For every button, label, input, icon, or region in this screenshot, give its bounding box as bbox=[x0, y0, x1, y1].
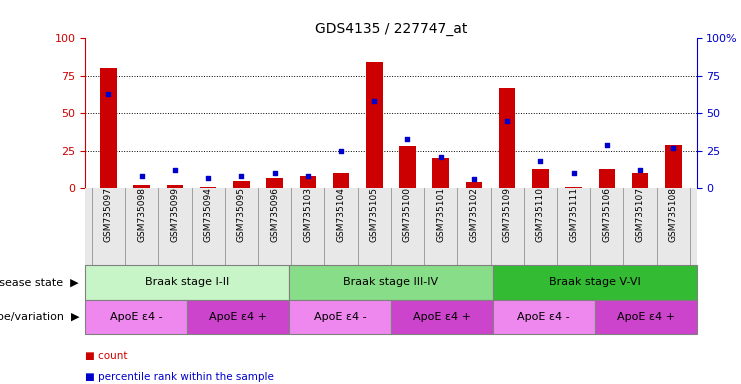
Text: ApoE ε4 +: ApoE ε4 + bbox=[413, 312, 471, 322]
Point bbox=[269, 170, 281, 176]
Bar bbox=[167, 185, 183, 188]
Bar bbox=[391, 300, 493, 334]
Point bbox=[601, 142, 613, 148]
Point bbox=[568, 170, 579, 176]
Bar bbox=[333, 173, 349, 188]
Bar bbox=[299, 176, 316, 188]
Point bbox=[668, 145, 679, 151]
Bar bbox=[399, 146, 416, 188]
Text: genotype/variation  ▶: genotype/variation ▶ bbox=[0, 312, 79, 322]
Text: ApoE ε4 -: ApoE ε4 - bbox=[517, 312, 570, 322]
Bar bbox=[187, 300, 289, 334]
Bar bbox=[366, 62, 382, 188]
Bar bbox=[289, 300, 391, 334]
Text: ApoE ε4 +: ApoE ε4 + bbox=[209, 312, 267, 322]
Text: disease state  ▶: disease state ▶ bbox=[0, 277, 79, 287]
Text: Braak stage I-II: Braak stage I-II bbox=[145, 277, 229, 287]
Bar bbox=[85, 300, 187, 334]
Bar bbox=[632, 173, 648, 188]
Text: Braak stage III-IV: Braak stage III-IV bbox=[343, 277, 439, 287]
Text: ■ percentile rank within the sample: ■ percentile rank within the sample bbox=[85, 372, 274, 382]
Bar bbox=[433, 158, 449, 188]
Text: Braak stage V-VI: Braak stage V-VI bbox=[549, 277, 640, 287]
Bar bbox=[266, 178, 283, 188]
Point bbox=[169, 167, 181, 173]
Text: ■ count: ■ count bbox=[85, 351, 127, 361]
Text: ApoE ε4 -: ApoE ε4 - bbox=[313, 312, 366, 322]
Bar bbox=[665, 145, 682, 188]
Point bbox=[236, 173, 247, 179]
Bar bbox=[233, 181, 250, 188]
Point bbox=[368, 98, 380, 104]
Point bbox=[501, 118, 513, 124]
Point bbox=[335, 148, 347, 154]
Bar bbox=[85, 265, 289, 300]
Bar bbox=[599, 169, 615, 188]
Bar bbox=[289, 265, 493, 300]
Text: ApoE ε4 +: ApoE ε4 + bbox=[617, 312, 674, 322]
Point bbox=[534, 158, 546, 164]
Point bbox=[136, 173, 147, 179]
Bar bbox=[493, 300, 594, 334]
Point bbox=[435, 154, 447, 160]
Point bbox=[102, 91, 114, 97]
Bar bbox=[133, 185, 150, 188]
Point bbox=[302, 173, 313, 179]
Bar bbox=[200, 187, 216, 188]
Bar bbox=[465, 182, 482, 188]
Bar bbox=[532, 169, 548, 188]
Point bbox=[468, 176, 480, 182]
Point bbox=[202, 175, 214, 181]
Bar bbox=[493, 265, 697, 300]
Bar bbox=[499, 88, 516, 188]
Bar bbox=[594, 300, 697, 334]
Text: ApoE ε4 -: ApoE ε4 - bbox=[110, 312, 162, 322]
Title: GDS4135 / 227747_at: GDS4135 / 227747_at bbox=[315, 22, 467, 36]
Point bbox=[634, 167, 646, 173]
Bar bbox=[100, 68, 117, 188]
Bar bbox=[565, 187, 582, 188]
Point bbox=[402, 136, 413, 142]
